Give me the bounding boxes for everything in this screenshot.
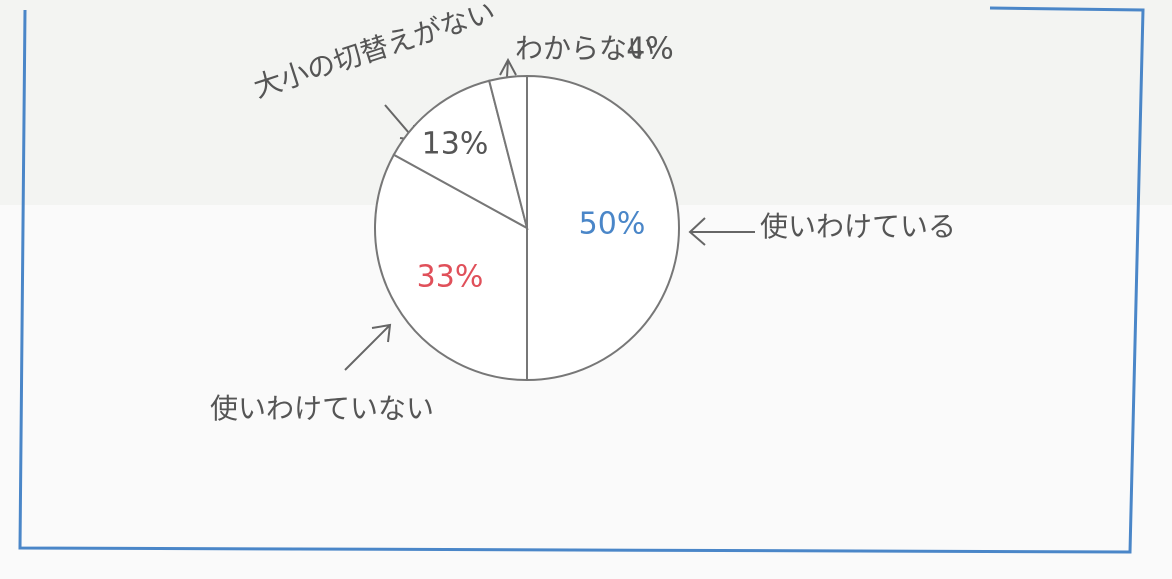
value-label: 4% <box>626 32 674 67</box>
category-label: 使いわけていない <box>210 392 434 425</box>
pie-slice <box>374 153 528 382</box>
value-label: 33% <box>417 260 484 295</box>
category-label: わからない <box>515 32 655 65</box>
category-label: 使いわけている <box>760 210 956 243</box>
pie-slice <box>526 74 680 382</box>
pie-slice <box>392 79 529 230</box>
frame <box>18 6 1145 554</box>
value-label: 50% <box>579 207 646 242</box>
arrow <box>688 217 755 246</box>
pie-slice <box>487 74 528 229</box>
arrow <box>344 323 392 371</box>
value-label: 13% <box>422 127 489 162</box>
